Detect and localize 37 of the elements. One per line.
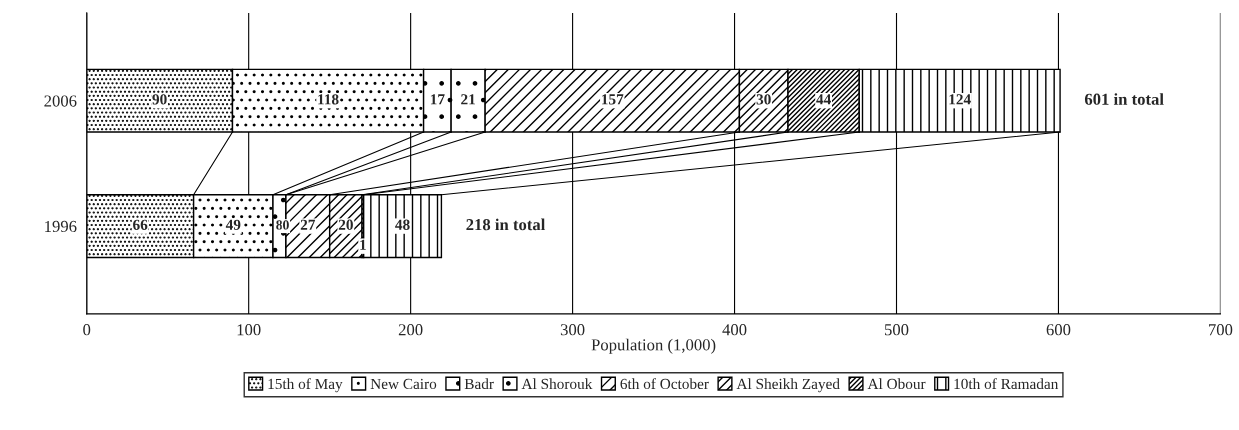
legend-label: Al Shorouk (521, 378, 593, 390)
data-label: 118 (318, 94, 339, 105)
data-label: 66 (133, 219, 148, 230)
x-tick-label: 100 (237, 324, 261, 336)
data-label: 20 (338, 219, 353, 230)
x-tick-label: 200 (398, 324, 423, 336)
data-label: 49 (225, 219, 241, 230)
y-tick-label: 1996 (45, 220, 77, 233)
data-label: 0 (282, 220, 289, 230)
data-label: 1 (360, 239, 366, 250)
x-tick-label: 0 (83, 324, 91, 336)
x-tick-label: 500 (884, 324, 909, 336)
x-tick-label: 600 (1046, 324, 1071, 336)
total-label: 601 in total (1084, 93, 1164, 105)
legend-label: Badr (464, 378, 494, 390)
x-axis-title: Population (1,000) (591, 338, 716, 354)
data-label: 124 (949, 94, 971, 105)
legend-label: Al Obour (867, 378, 926, 390)
data-label: 90 (152, 94, 167, 105)
legend-label: New Cairo (370, 378, 437, 390)
data-label: 30 (756, 94, 771, 105)
y-tick-label: 2006 (44, 95, 77, 107)
x-tick-label: 700 (1209, 324, 1233, 336)
data-label: 44 (816, 94, 831, 105)
legend-label: 6th of October (620, 378, 709, 390)
total-label: 218 in total (466, 218, 546, 231)
data-label: 27 (300, 219, 316, 230)
legend-label: 10th of Ramadan (954, 378, 1059, 390)
data-label: 8 (276, 220, 283, 230)
data-label: 21 (461, 94, 475, 105)
x-tick-label: 400 (722, 324, 747, 336)
x-tick-label: 300 (560, 324, 585, 336)
legend-label: Al Sheikh Zayed (736, 378, 840, 393)
data-label: 17 (430, 94, 445, 105)
legend-label: 15th of May (268, 378, 343, 393)
data-label: 157 (602, 94, 624, 105)
data-label: 48 (395, 219, 410, 230)
